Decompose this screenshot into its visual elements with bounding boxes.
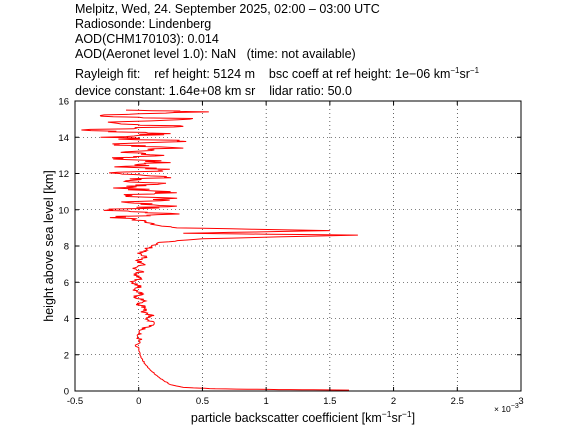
y-axis-label: height above sea level [km] [42,170,56,321]
backscatter-profile-line [81,109,358,391]
y-tick-label: 2 [64,350,69,361]
plot-frame [74,100,522,392]
bsc-coeff: bsc coeff at ref height: 1e−06 km−1sr−1 [268,66,480,82]
rayleigh-fit-info: Rayleigh fit: ref height: 5124 m bsc coe… [75,67,479,82]
x-tick-label: 2.5 [451,396,464,407]
y-tick-label: 12 [58,169,69,180]
y-tick-label: 4 [64,314,69,325]
aod-chm-info: AOD(CHM170103): 0.014 [75,32,219,46]
x-tick-label: 2 [391,396,396,407]
y-tick-label: 14 [58,133,69,144]
x-axis-label: particle backscatter coefficient [km−1sr… [191,409,415,425]
x-tick-label: 1 [263,396,268,407]
device-constant: device constant: 1.64e+08 km sr [75,84,256,98]
chart-title: Melpitz, Wed, 24. September 2025, 02:00 … [75,2,380,16]
y-tick-label: 8 [64,242,69,253]
aod-aeronet-time: (time: not available) [246,47,356,61]
aod-aeronet-value: AOD(Aeronet level 1.0): NaN [75,47,237,61]
x-tick-label: 0.5 [196,396,209,407]
x-tick-label: 0 [136,396,141,407]
ref-height: ref height: 5124 m [154,67,255,81]
aod-aeronet-info: AOD(Aeronet level 1.0): NaN (time: not a… [75,47,356,62]
rayleigh-label: Rayleigh fit: [75,67,141,81]
y-tick-label: 10 [58,205,69,216]
x-tick-label: -0.5 [67,396,83,407]
x-tick-label: 3 [518,396,523,407]
x-axis-multiplier: × 10−3 [494,403,519,414]
y-tick-label: 16 [58,97,69,108]
y-tick-label: 0 [64,387,69,398]
device-constant-info: device constant: 1.64e+08 km sr lidar ra… [75,84,352,99]
y-tick-label: 6 [64,278,69,289]
x-tick-label: 1.5 [323,396,336,407]
grid-lines [75,101,521,391]
radiosonde-info: Radiosonde: Lindenberg [75,17,212,31]
lidar-ratio: lidar ratio: 50.0 [269,84,352,98]
